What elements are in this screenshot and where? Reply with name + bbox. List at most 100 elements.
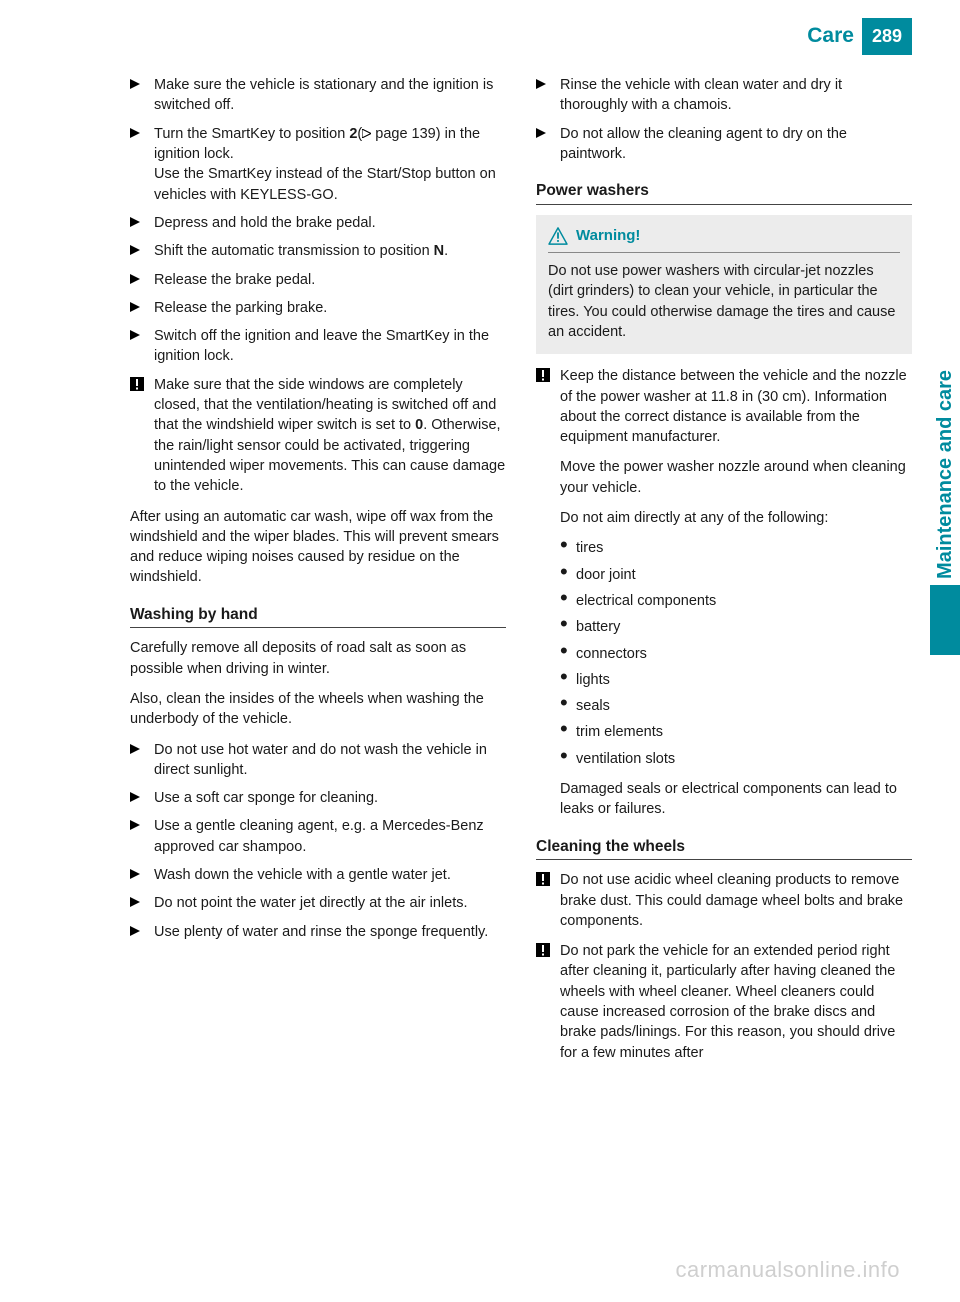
caution-note: Do not park the vehicle for an extended …	[536, 941, 912, 1063]
note-text: Do not park the vehicle for an extended …	[560, 941, 912, 1063]
list-item: •battery	[560, 617, 912, 637]
section-rule	[536, 859, 912, 860]
bullet-icon: •	[560, 670, 570, 690]
section-heading: Washing by hand	[130, 604, 506, 626]
warning-header: Warning!	[548, 225, 900, 246]
warning-text: Do not use power washers with circular-j…	[548, 261, 900, 342]
bullet-icon: •	[560, 538, 570, 558]
bullet-icon: •	[560, 644, 570, 664]
list-item: •seals	[560, 696, 912, 716]
body-text: After using an automatic car wash, wipe …	[130, 507, 506, 588]
list-item: •ventilation slots	[560, 749, 912, 769]
list-item: •tires	[560, 538, 912, 558]
triangle-icon	[130, 124, 148, 205]
bullet-icon: •	[560, 696, 570, 716]
page-header: Care289	[0, 0, 912, 55]
content-area: Make sure the vehicle is stationary and …	[0, 55, 960, 1073]
list-item: •connectors	[560, 644, 912, 664]
section-heading: Cleaning the wheels	[536, 836, 912, 858]
step-item: Use a gentle cleaning agent, e.g. a Merc…	[130, 816, 506, 857]
watermark: carmanualsonline.info	[675, 1255, 900, 1286]
triangle-icon	[130, 213, 148, 233]
step-item: Release the brake pedal.	[130, 270, 506, 290]
bullet-icon: •	[560, 722, 570, 742]
step-text: Release the brake pedal.	[154, 270, 506, 290]
triangle-icon	[536, 124, 554, 165]
step-item: Do not use hot water and do not wash the…	[130, 740, 506, 781]
caution-note: Make sure that the side windows are comp…	[130, 375, 506, 497]
step-item: Depress and hold the brake pedal.	[130, 213, 506, 233]
step-text: Make sure the vehicle is stationary and …	[154, 75, 506, 116]
indented-text: Move the power washer nozzle around when…	[560, 457, 912, 498]
step-text: Shift the automatic transmission to posi…	[154, 241, 506, 261]
section-rule	[130, 627, 506, 628]
bullet-icon: •	[560, 617, 570, 637]
triangle-icon	[130, 75, 148, 116]
ref-icon	[362, 124, 371, 144]
list-item: •trim elements	[560, 722, 912, 742]
step-item: Release the parking brake.	[130, 298, 506, 318]
list-item: •electrical components	[560, 591, 912, 611]
step-item: Turn the SmartKey to position 2( page 13…	[130, 124, 506, 205]
step-text: Use plenty of water and rinse the sponge…	[154, 922, 506, 942]
indented-text: Damaged seals or electrical components c…	[560, 779, 912, 820]
triangle-icon	[130, 816, 148, 857]
list-item: •lights	[560, 670, 912, 690]
caution-icon	[536, 941, 554, 1063]
step-text: Do not use hot water and do not wash the…	[154, 740, 506, 781]
bullet-list: •tires •door joint •electrical component…	[560, 538, 912, 769]
note-text: Do not use acidic wheel cleaning product…	[560, 870, 912, 931]
step-text: Rinse the vehicle with clean water and d…	[560, 75, 912, 116]
caution-icon	[536, 870, 554, 931]
side-tab-block	[930, 585, 960, 655]
bullet-icon: •	[560, 749, 570, 769]
triangle-icon	[130, 326, 148, 367]
bullet-icon: •	[560, 565, 570, 585]
step-text: Switch off the ignition and leave the Sm…	[154, 326, 506, 367]
triangle-icon	[130, 922, 148, 942]
note-text: Make sure that the side windows are comp…	[154, 375, 506, 497]
side-label: Maintenance and care	[931, 370, 959, 579]
triangle-icon	[130, 241, 148, 261]
step-text: Wash down the vehicle with a gentle wate…	[154, 865, 506, 885]
step-text: Use a soft car sponge for cleaning.	[154, 788, 506, 808]
body-text: Carefully remove all deposits of road sa…	[130, 638, 506, 679]
indented-text: Do not aim directly at any of the follow…	[560, 508, 912, 528]
header-title: Care	[807, 18, 862, 50]
caution-icon	[536, 366, 554, 447]
warning-icon	[548, 227, 568, 245]
warning-box: Warning! Do not use power washers with c…	[536, 215, 912, 354]
step-item: Use a soft car sponge for cleaning.	[130, 788, 506, 808]
bullet-icon: •	[560, 591, 570, 611]
triangle-icon	[536, 75, 554, 116]
step-text: Do not point the water jet directly at t…	[154, 893, 506, 913]
side-tab: Maintenance and care	[930, 370, 960, 655]
page-number: 289	[862, 18, 912, 55]
left-column: Make sure the vehicle is stationary and …	[130, 75, 506, 1073]
list-item: •door joint	[560, 565, 912, 585]
step-text: Turn the SmartKey to position 2( page 13…	[154, 124, 506, 205]
warning-label: Warning!	[576, 225, 640, 246]
warning-rule	[548, 252, 900, 253]
step-item: Shift the automatic transmission to posi…	[130, 241, 506, 261]
section-heading: Power washers	[536, 180, 912, 202]
step-item: Rinse the vehicle with clean water and d…	[536, 75, 912, 116]
step-text: Depress and hold the brake pedal.	[154, 213, 506, 233]
triangle-icon	[130, 270, 148, 290]
triangle-icon	[130, 740, 148, 781]
caution-note: Keep the distance between the vehicle an…	[536, 366, 912, 447]
step-item: Do not point the water jet directly at t…	[130, 893, 506, 913]
caution-icon	[130, 375, 148, 497]
step-text: Do not allow the cleaning agent to dry o…	[560, 124, 912, 165]
step-item: Switch off the ignition and leave the Sm…	[130, 326, 506, 367]
triangle-icon	[130, 298, 148, 318]
right-column: Rinse the vehicle with clean water and d…	[536, 75, 912, 1073]
step-item: Wash down the vehicle with a gentle wate…	[130, 865, 506, 885]
triangle-icon	[130, 893, 148, 913]
triangle-icon	[130, 788, 148, 808]
body-text: Also, clean the insides of the wheels wh…	[130, 689, 506, 730]
caution-note: Do not use acidic wheel cleaning product…	[536, 870, 912, 931]
step-text: Use a gentle cleaning agent, e.g. a Merc…	[154, 816, 506, 857]
step-item: Use plenty of water and rinse the sponge…	[130, 922, 506, 942]
section-rule	[536, 204, 912, 205]
